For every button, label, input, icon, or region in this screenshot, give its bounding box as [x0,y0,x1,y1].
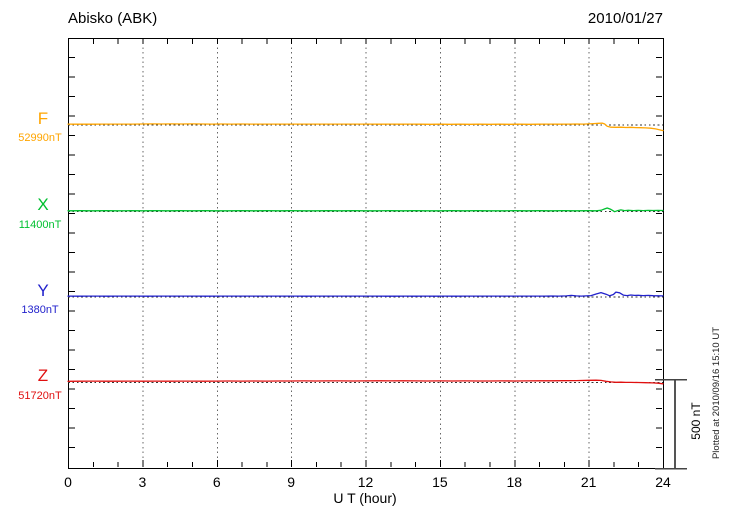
scale-bar-label: 500 nT [689,402,703,440]
x-axis-title: U T (hour) [333,490,397,506]
x-tick-label: 12 [357,474,374,490]
x-tick-label: 6 [212,474,221,490]
plot-timestamp-watermark: Plotted at 2010/09/16 15:10 UT [711,326,722,460]
x-tick-label: 0 [64,474,72,490]
date-label: 2010/01/27 [587,10,663,27]
x-tick-label: 18 [506,474,523,490]
trace-Y [67,291,664,297]
channel-baseline-value-Z: 51720nT [18,389,62,402]
x-tick-label: 21 [580,474,597,490]
x-tick-label: 3 [138,474,147,490]
channel-label-Y: Y [37,280,49,300]
channel-label-F: F [37,108,49,128]
station-title: Abisko (ABK) [68,10,158,27]
trace-X [67,207,664,213]
trace-F [67,122,664,132]
channel-baseline-value-F: 52990nT [18,132,62,144]
x-tick-label: 9 [287,474,296,490]
plot-frame [68,38,664,469]
x-tick-label: 15 [432,474,448,490]
x-tick-label: 24 [655,474,671,490]
channel-label-Z: Z [37,366,49,385]
channel-baseline-value-X: 11400nT [18,218,62,231]
channel-label-X: X [37,195,49,214]
channel-baseline-value-Y: 1380nT [21,304,59,316]
trace-Z [67,379,664,385]
